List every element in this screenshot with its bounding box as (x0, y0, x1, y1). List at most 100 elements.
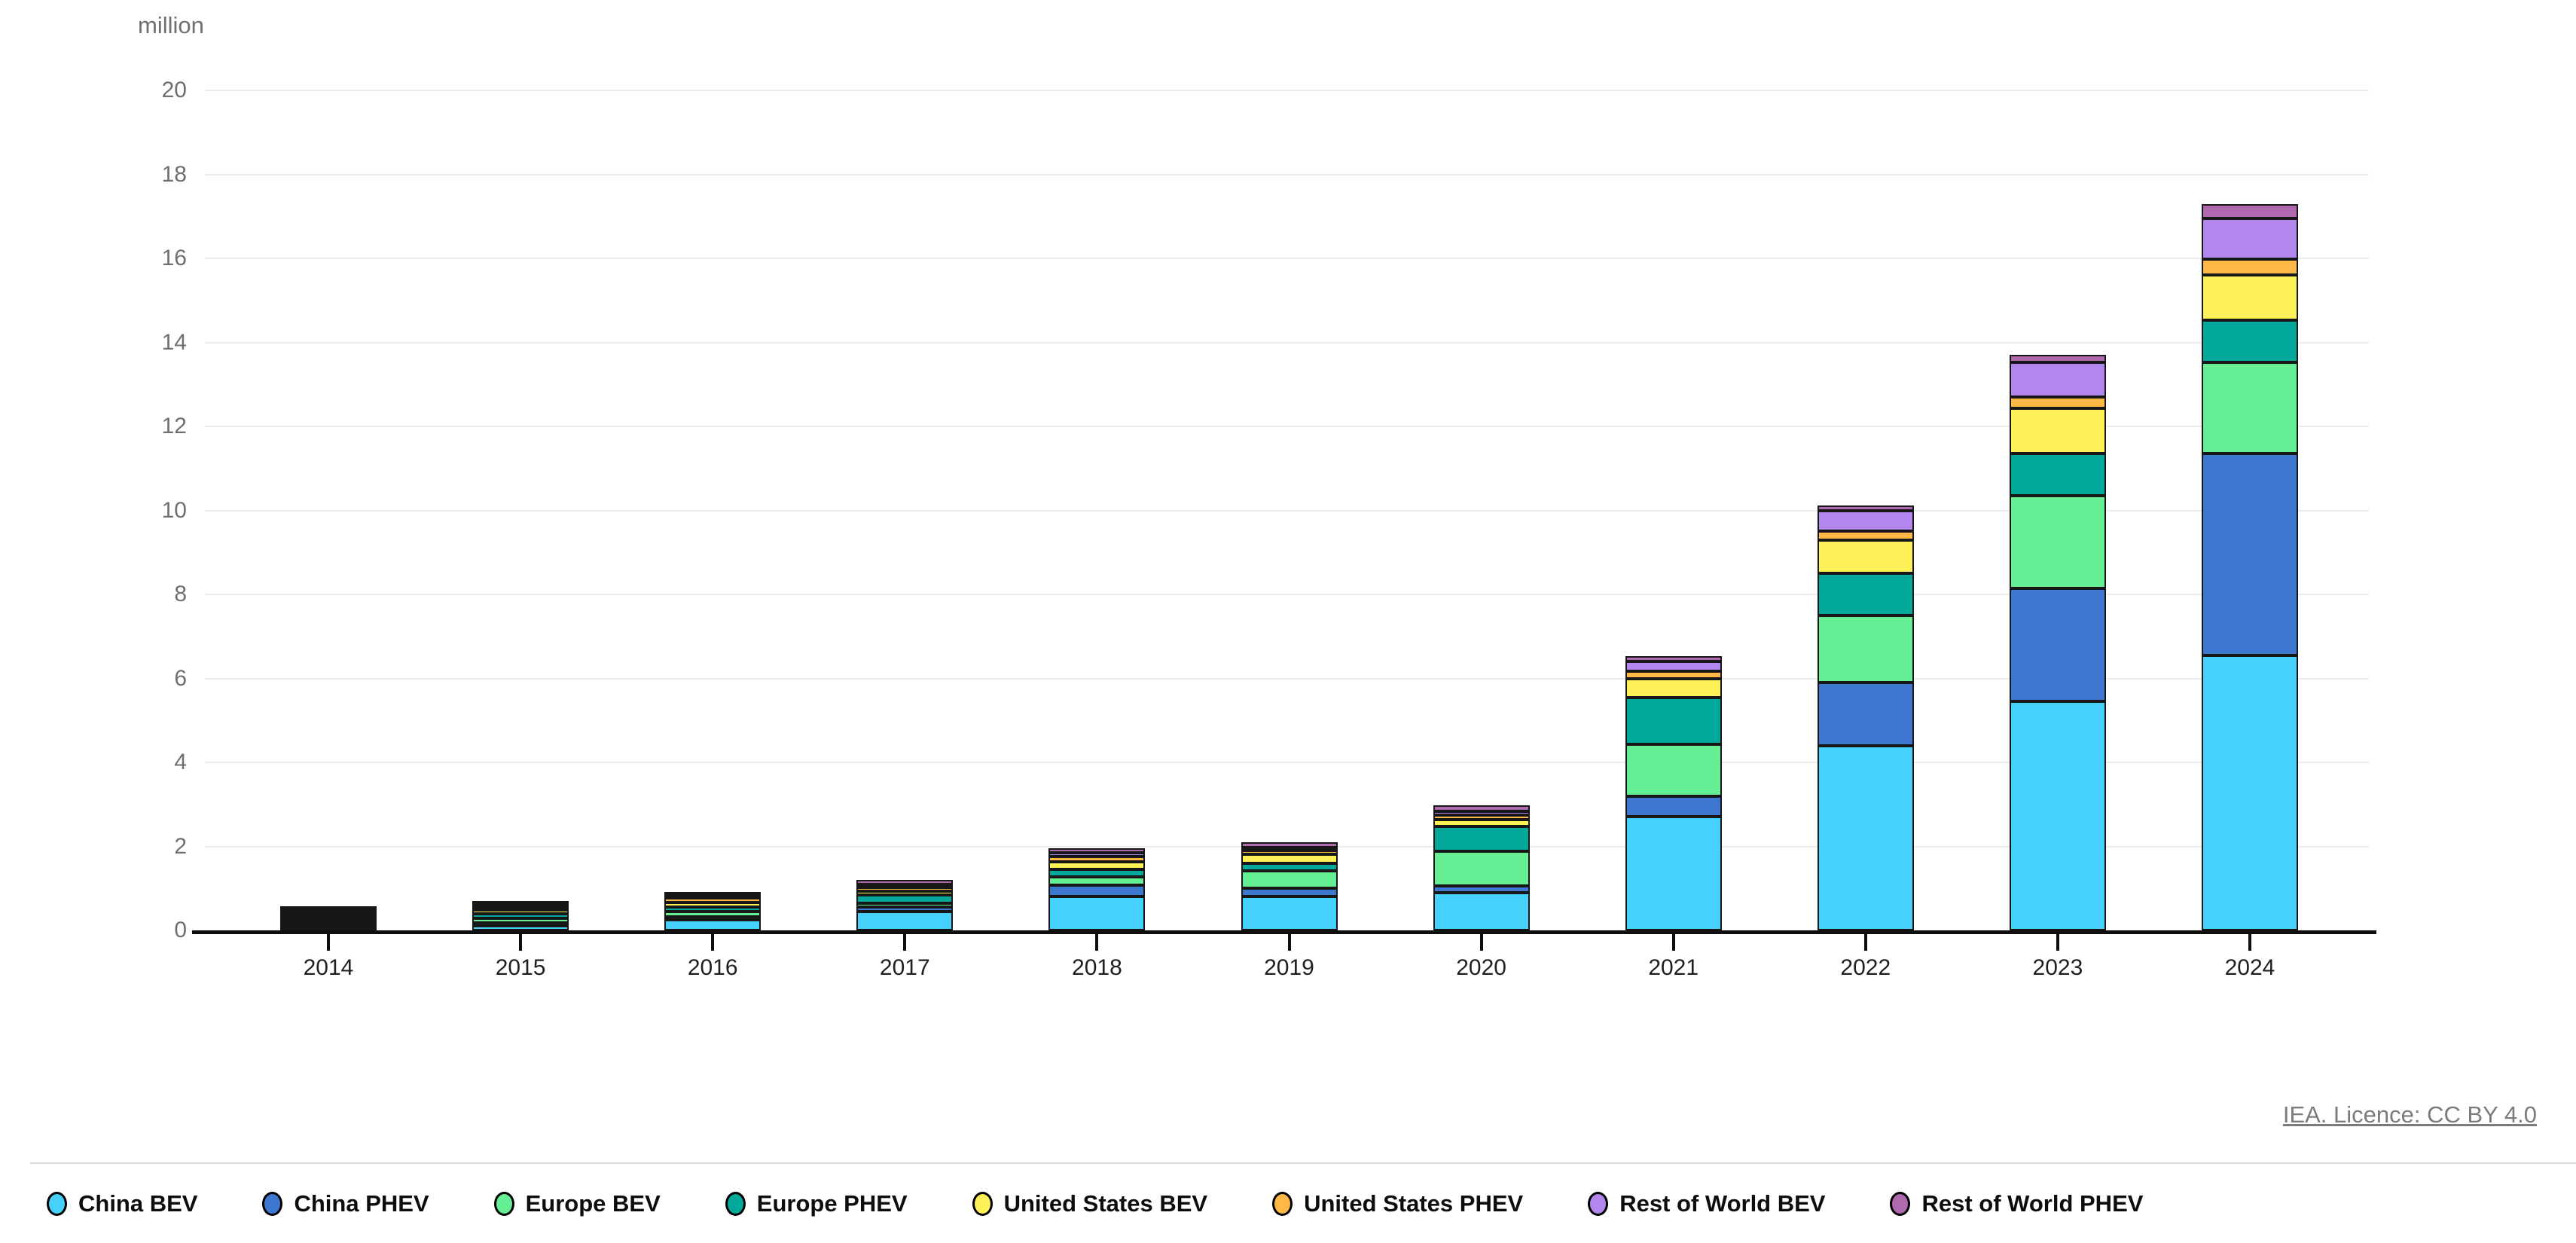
bar-segment-2018-united-states-phev[interactable] (1048, 856, 1146, 863)
bar-segment-2018-rest-of-world-phev[interactable] (1048, 848, 1146, 853)
bar-segment-2015-rest-of-world-bev[interactable] (472, 904, 569, 908)
bar-segment-2021-europe-phev[interactable] (1625, 698, 1722, 745)
bar-segment-2023-rest-of-world-phev[interactable] (2009, 354, 2106, 363)
gridline-20 (205, 90, 2369, 91)
bar-segment-2020-china-bev[interactable] (1433, 892, 1530, 930)
bar-segment-2019-united-states-bev[interactable] (1241, 854, 1338, 864)
bar-segment-2016-china-bev[interactable] (664, 920, 762, 930)
bar-segment-2014-europe-bev[interactable] (280, 921, 377, 924)
legend-item-china-phev[interactable]: China PHEV (262, 1190, 429, 1217)
legend-item-china-bev[interactable]: China BEV (47, 1190, 197, 1217)
bar-segment-2024-rest-of-world-phev[interactable] (2202, 203, 2298, 218)
bar-segment-2020-united-states-bev[interactable] (1433, 819, 1530, 827)
bar-segment-2019-rest-of-world-phev[interactable] (1241, 842, 1338, 848)
bar-segment-2023-china-phev[interactable] (2009, 588, 2106, 702)
bar-segment-2020-europe-bev[interactable] (1433, 851, 1530, 886)
bar-segment-2015-united-states-bev[interactable] (472, 910, 569, 915)
bar-segment-2018-china-bev[interactable] (1048, 896, 1146, 930)
bar-segment-2021-rest-of-world-bev[interactable] (1625, 661, 1722, 671)
bar-segment-2022-rest-of-world-bev[interactable] (1817, 510, 1914, 532)
bar-segment-2021-united-states-bev[interactable] (1625, 678, 1722, 698)
bar-2021 (1625, 656, 1722, 930)
bar-segment-2018-rest-of-world-bev[interactable] (1048, 852, 1146, 857)
bar-segment-2020-rest-of-world-phev[interactable] (1433, 805, 1530, 812)
bar-segment-2021-united-states-phev[interactable] (1625, 670, 1722, 679)
bar-segment-2020-united-states-phev[interactable] (1433, 814, 1530, 820)
bar-segment-2018-europe-phev[interactable] (1048, 869, 1146, 877)
bar-segment-2019-china-phev[interactable] (1241, 888, 1338, 897)
bar-segment-2014-rest-of-world-bev[interactable] (280, 909, 377, 912)
bar-segment-2016-china-phev[interactable] (664, 916, 762, 921)
bar-segment-2017-united-states-bev[interactable] (856, 891, 954, 895)
bar-segment-2022-rest-of-world-phev[interactable] (1817, 505, 1914, 511)
bar-segment-2023-china-bev[interactable] (2009, 701, 2106, 930)
bar-segment-2016-united-states-bev[interactable] (664, 902, 762, 907)
bar-segment-2016-rest-of-world-phev[interactable] (664, 891, 762, 895)
bar-segment-2019-rest-of-world-bev[interactable] (1241, 848, 1338, 851)
bar-segment-2021-europe-bev[interactable] (1625, 744, 1722, 796)
bar-segment-2015-china-bev[interactable] (472, 926, 569, 930)
bar-segment-2024-europe-phev[interactable] (2202, 319, 2298, 363)
bar-segment-2019-united-states-phev[interactable] (1241, 851, 1338, 854)
bar-segment-2021-china-bev[interactable] (1625, 817, 1722, 930)
bar-segment-2014-rest-of-world-phev[interactable] (280, 906, 377, 909)
bar-segment-2023-united-states-bev[interactable] (2009, 408, 2106, 454)
bar-segment-2022-united-states-phev[interactable] (1817, 531, 1914, 540)
bar-segment-2014-china-phev[interactable] (280, 924, 377, 927)
legend-item-united-states-phev[interactable]: United States PHEV (1272, 1190, 1523, 1217)
bar-segment-2024-china-phev[interactable] (2202, 454, 2298, 655)
x-axis-line (192, 930, 2376, 934)
bar-segment-2016-rest-of-world-bev[interactable] (664, 894, 762, 898)
bar-segment-2024-rest-of-world-bev[interactable] (2202, 218, 2298, 260)
bar-segment-2014-china-bev[interactable] (280, 927, 377, 930)
bar-segment-2022-europe-phev[interactable] (1817, 573, 1914, 615)
bar-segment-2018-europe-bev[interactable] (1048, 876, 1146, 885)
bar-segment-2024-china-bev[interactable] (2202, 655, 2298, 930)
bar-segment-2016-united-states-phev[interactable] (664, 897, 762, 903)
bar-segment-2015-china-phev[interactable] (472, 923, 569, 927)
bar-segment-2017-united-states-phev[interactable] (856, 887, 954, 892)
bar-segment-2016-europe-phev[interactable] (664, 906, 762, 912)
bar-segment-2017-rest-of-world-phev[interactable] (856, 880, 954, 884)
bar-segment-2017-china-phev[interactable] (856, 907, 954, 912)
bar-segment-2022-china-phev[interactable] (1817, 683, 1914, 746)
bar-segment-2022-china-bev[interactable] (1817, 745, 1914, 930)
bar-segment-2020-europe-phev[interactable] (1433, 826, 1530, 852)
bar-segment-2015-united-states-phev[interactable] (472, 907, 569, 911)
bar-segment-2022-europe-bev[interactable] (1817, 615, 1914, 683)
bar-segment-2023-united-states-phev[interactable] (2009, 397, 2106, 409)
legend-item-europe-bev[interactable]: Europe BEV (493, 1190, 661, 1217)
bar-segment-2018-china-phev[interactable] (1048, 884, 1146, 897)
bar-segment-2016-europe-bev[interactable] (664, 911, 762, 917)
legend-item-europe-phev[interactable]: Europe PHEV (725, 1190, 908, 1217)
bar-segment-2015-europe-bev[interactable] (472, 918, 569, 924)
legend-item-rest-of-world-bev[interactable]: Rest of World BEV (1588, 1190, 1825, 1217)
bar-segment-2024-united-states-bev[interactable] (2202, 274, 2298, 320)
bar-segment-2018-united-states-bev[interactable] (1048, 862, 1146, 869)
legend-item-united-states-bev[interactable]: United States BEV (972, 1190, 1207, 1217)
iea-licence-link[interactable]: IEA. Licence: CC BY 4.0 (2282, 1101, 2537, 1128)
bar-segment-2019-europe-phev[interactable] (1241, 863, 1338, 871)
bar-segment-2017-rest-of-world-bev[interactable] (856, 884, 954, 887)
bar-segment-2024-europe-bev[interactable] (2202, 362, 2298, 454)
bar-segment-2014-united-states-bev[interactable] (280, 915, 377, 918)
bar-segment-2023-europe-bev[interactable] (2009, 496, 2106, 588)
bar-segment-2019-china-bev[interactable] (1241, 896, 1338, 930)
bar-segment-2015-rest-of-world-phev[interactable] (472, 901, 569, 905)
bar-segment-2021-china-phev[interactable] (1625, 796, 1722, 817)
bar-segment-2017-europe-bev[interactable] (856, 902, 954, 908)
bar-segment-2024-united-states-phev[interactable] (2202, 259, 2298, 275)
bar-segment-2021-rest-of-world-phev[interactable] (1625, 656, 1722, 662)
bar-segment-2017-europe-phev[interactable] (856, 894, 954, 903)
bar-segment-2023-rest-of-world-bev[interactable] (2009, 362, 2106, 398)
bar-segment-2022-united-states-bev[interactable] (1817, 539, 1914, 574)
bar-segment-2020-rest-of-world-bev[interactable] (1433, 811, 1530, 815)
bar-segment-2015-europe-phev[interactable] (472, 914, 569, 918)
legend-item-rest-of-world-phev[interactable]: Rest of World PHEV (1890, 1190, 2143, 1217)
bar-segment-2020-china-phev[interactable] (1433, 885, 1530, 893)
bar-segment-2019-europe-bev[interactable] (1241, 870, 1338, 889)
bar-segment-2014-united-states-phev[interactable] (280, 912, 377, 915)
bar-segment-2017-china-bev[interactable] (856, 911, 954, 930)
bar-segment-2023-europe-phev[interactable] (2009, 454, 2106, 496)
bar-segment-2014-europe-phev[interactable] (280, 918, 377, 921)
